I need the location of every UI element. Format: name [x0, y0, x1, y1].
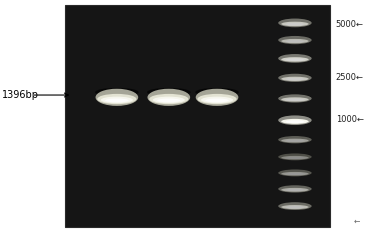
Ellipse shape: [153, 97, 185, 103]
Ellipse shape: [279, 203, 311, 206]
Ellipse shape: [279, 95, 311, 98]
Ellipse shape: [96, 89, 138, 106]
Ellipse shape: [278, 115, 312, 125]
Ellipse shape: [278, 36, 312, 44]
Ellipse shape: [278, 54, 312, 63]
Ellipse shape: [148, 89, 190, 106]
Text: 1396bp: 1396bp: [2, 90, 39, 100]
Ellipse shape: [278, 185, 312, 193]
Ellipse shape: [286, 189, 304, 191]
Ellipse shape: [149, 94, 188, 104]
Ellipse shape: [278, 74, 312, 82]
Ellipse shape: [281, 57, 309, 62]
Ellipse shape: [279, 154, 311, 157]
Ellipse shape: [97, 94, 137, 104]
Ellipse shape: [278, 153, 312, 160]
Text: 1000←: 1000←: [336, 115, 364, 124]
Ellipse shape: [196, 89, 239, 106]
Ellipse shape: [286, 58, 304, 61]
Ellipse shape: [286, 140, 304, 142]
Bar: [65, 5, 330, 227]
Ellipse shape: [279, 55, 311, 58]
Ellipse shape: [105, 98, 129, 102]
Ellipse shape: [281, 77, 309, 81]
Ellipse shape: [205, 98, 229, 102]
Ellipse shape: [281, 119, 309, 124]
Ellipse shape: [278, 136, 312, 143]
Ellipse shape: [279, 136, 311, 140]
Ellipse shape: [101, 97, 133, 103]
Ellipse shape: [279, 170, 311, 173]
Ellipse shape: [147, 88, 191, 96]
Ellipse shape: [281, 39, 309, 43]
Ellipse shape: [286, 120, 304, 123]
Ellipse shape: [279, 19, 311, 23]
Ellipse shape: [281, 97, 309, 102]
Ellipse shape: [286, 40, 304, 43]
Ellipse shape: [95, 88, 139, 96]
Ellipse shape: [286, 78, 304, 80]
Ellipse shape: [195, 88, 239, 96]
Text: 5000←: 5000←: [336, 19, 364, 29]
Ellipse shape: [201, 97, 233, 103]
Ellipse shape: [157, 98, 181, 102]
Text: 2500←: 2500←: [336, 73, 364, 82]
Ellipse shape: [278, 94, 312, 103]
Ellipse shape: [286, 206, 304, 208]
Text: ←: ←: [354, 217, 361, 226]
Ellipse shape: [286, 23, 304, 25]
Ellipse shape: [281, 172, 309, 175]
Ellipse shape: [278, 19, 312, 27]
Ellipse shape: [286, 98, 304, 101]
Ellipse shape: [197, 94, 237, 104]
Ellipse shape: [286, 157, 304, 159]
Ellipse shape: [281, 139, 309, 142]
Ellipse shape: [279, 116, 311, 120]
Ellipse shape: [281, 188, 309, 192]
Ellipse shape: [278, 202, 312, 210]
Ellipse shape: [279, 36, 311, 40]
Ellipse shape: [281, 156, 309, 159]
Ellipse shape: [286, 173, 304, 175]
Ellipse shape: [279, 186, 311, 189]
Ellipse shape: [278, 169, 312, 176]
Ellipse shape: [281, 205, 309, 209]
Ellipse shape: [279, 74, 311, 78]
Ellipse shape: [281, 22, 309, 26]
